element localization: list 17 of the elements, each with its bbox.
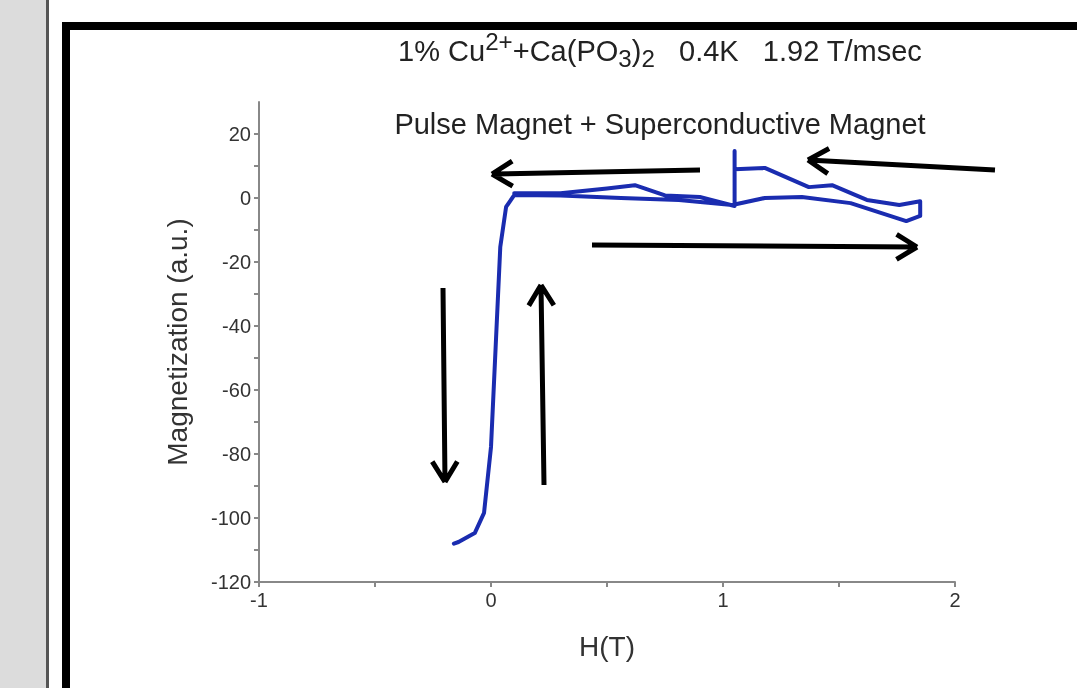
y-axis-title: Magnetization (a.u.) — [161, 218, 193, 466]
x-axis-title: H(T) — [579, 630, 635, 662]
chart-subtitle: Pulse Magnet + Superconductive Magnet — [394, 108, 926, 141]
x-tick-label: 2 — [949, 589, 961, 611]
x-tick-label: 1 — [717, 589, 729, 611]
y-tick-label: -80 — [222, 443, 251, 465]
y-tick-label: 20 — [228, 123, 251, 145]
x-tick-label: -1 — [250, 589, 268, 611]
y-tick-label: -20 — [222, 251, 251, 273]
x-tick-label: 0 — [485, 589, 497, 611]
line-series — [451, 148, 923, 546]
y-tick-label: 0 — [239, 187, 251, 209]
y-tick-label: -60 — [222, 379, 251, 401]
y-tick-label: -100 — [210, 507, 251, 529]
y-tick-label: -40 — [222, 315, 251, 337]
chart-title: 1% Cu$^{2+}$+Ca(PO$_{3}$)$_{2}$ 0.4K 1.92 T/msec — [398, 28, 922, 74]
y-tick-label: -120 — [210, 571, 251, 593]
